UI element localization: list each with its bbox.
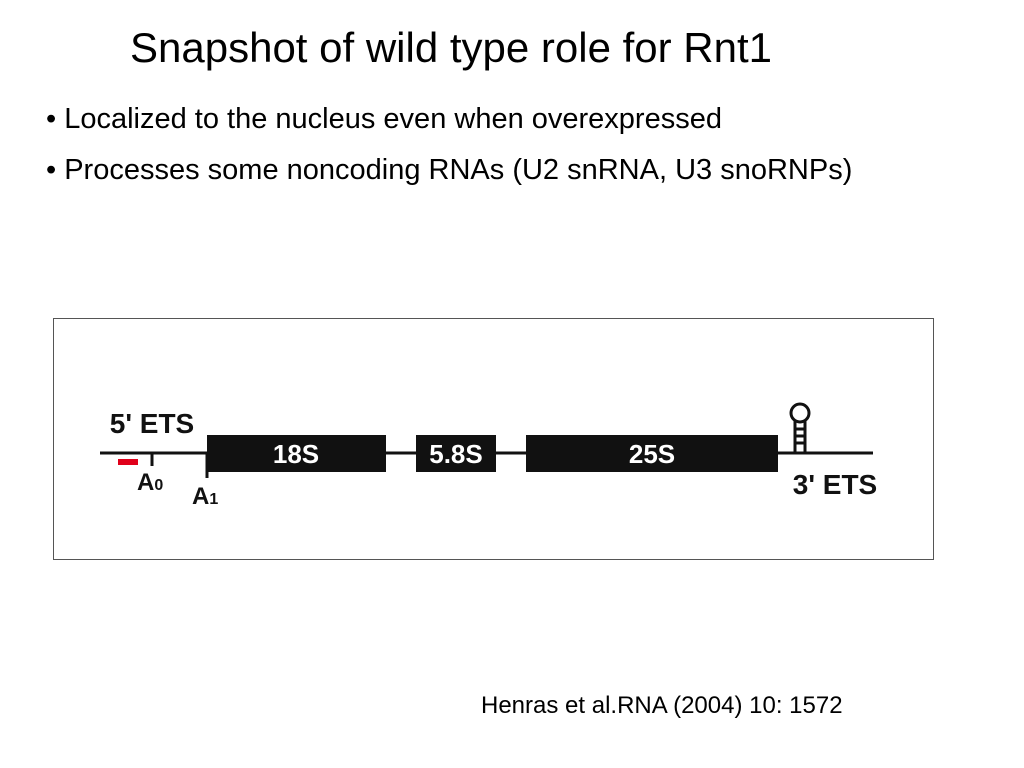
probe [118,459,138,465]
bullet: Processes some noncoding RNAs (U2 snRNA,… [46,154,852,187]
bullet: Localized to the nucleus even when overe… [46,103,722,136]
segment-label: 5.8S [429,439,483,469]
diagram-frame [53,318,934,560]
segment-box [526,435,778,472]
site-label: A1 [192,483,218,510]
site-sub: 0 [154,477,163,494]
citation: Henras et al.RNA (2004) 10: 1572 [481,692,843,719]
site-letter: A [137,469,154,496]
ets5-label: 5' ETS [110,408,194,439]
segment-box [207,435,386,472]
segment-box [416,435,496,472]
ets3-label: 3' ETS [793,469,877,500]
site-sub: 1 [209,491,218,508]
site-letter: A [192,483,209,510]
segment-label: 25S [629,439,675,469]
segment-label: 18S [273,439,319,469]
site-label: A0 [137,469,163,496]
hairpin [789,402,811,453]
slide-title: Snapshot of wild type role for Rnt1 [130,24,773,71]
